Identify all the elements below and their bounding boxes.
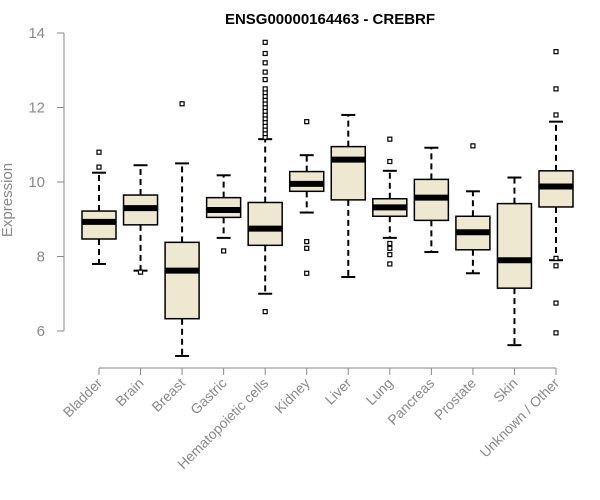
outlier-point [262, 69, 268, 75]
x-tick-label: Prostate [431, 375, 479, 423]
outlier-point [221, 248, 227, 254]
outlier-point [262, 309, 268, 315]
y-axis-label: Expression [0, 163, 16, 237]
outlier-point [387, 252, 393, 258]
box-group [455, 143, 491, 275]
box-group [413, 146, 450, 254]
x-tick-label: Bladder [60, 375, 106, 421]
box-group [81, 149, 117, 265]
outlier-point [387, 240, 393, 247]
chart-title: ENSG00000164463 - CREBRF [225, 11, 435, 28]
x-tick-label: Breast [148, 375, 188, 415]
box-group [247, 39, 283, 315]
outlier-point [553, 330, 559, 336]
iqr-box [247, 201, 283, 247]
y-tick-label: 8 [37, 249, 45, 266]
box-group [122, 164, 159, 275]
box-group [538, 49, 574, 336]
outlier-point [304, 119, 310, 125]
outlier-point [304, 245, 310, 251]
outlier-point [262, 50, 268, 57]
outlier-point [304, 239, 310, 245]
outlier-point [553, 255, 559, 261]
outlier-point [179, 101, 185, 107]
iqr-box [81, 210, 117, 240]
outlier-point [553, 86, 559, 92]
x-tick-label: Brain [112, 375, 146, 409]
outlier-point [553, 263, 559, 269]
iqr-box [496, 202, 533, 289]
outlier-point [553, 49, 559, 55]
outlier-point [470, 143, 476, 149]
x-tick-label: Skin [490, 375, 521, 406]
outlier-point [304, 270, 310, 276]
box-group [496, 176, 533, 347]
box-group [205, 174, 242, 254]
outlier-point [387, 136, 393, 142]
y-axis-ticks: 6 8 10 12 14 [28, 25, 64, 340]
outlier-point [387, 245, 393, 251]
box-group [372, 136, 408, 267]
x-tick-label: Liver [322, 375, 355, 408]
outlier-point [262, 60, 268, 66]
box-groups [81, 39, 574, 357]
x-tick-label: Kidney [271, 375, 313, 417]
outlier-point [262, 39, 268, 45]
outlier-point [553, 300, 559, 306]
outlier-point [387, 261, 393, 267]
y-tick-label: 14 [28, 25, 45, 42]
outlier-point [96, 164, 102, 170]
outlier-point [387, 158, 393, 165]
outlier-point [553, 112, 559, 118]
outlier-point [96, 149, 102, 155]
outlier-point [262, 86, 268, 92]
iqr-box [330, 145, 367, 201]
x-tick-label: Lung [363, 375, 396, 408]
iqr-box [164, 241, 200, 320]
box-group [288, 119, 325, 276]
outlier-point [137, 269, 144, 275]
y-tick-label: 6 [37, 323, 45, 340]
box-group [164, 101, 200, 357]
x-tick-label: Unknown / Other [477, 375, 563, 461]
y-tick-label: 12 [28, 100, 45, 117]
box-group [330, 113, 367, 278]
outlier-point [262, 76, 268, 83]
y-tick-label: 10 [28, 174, 45, 191]
